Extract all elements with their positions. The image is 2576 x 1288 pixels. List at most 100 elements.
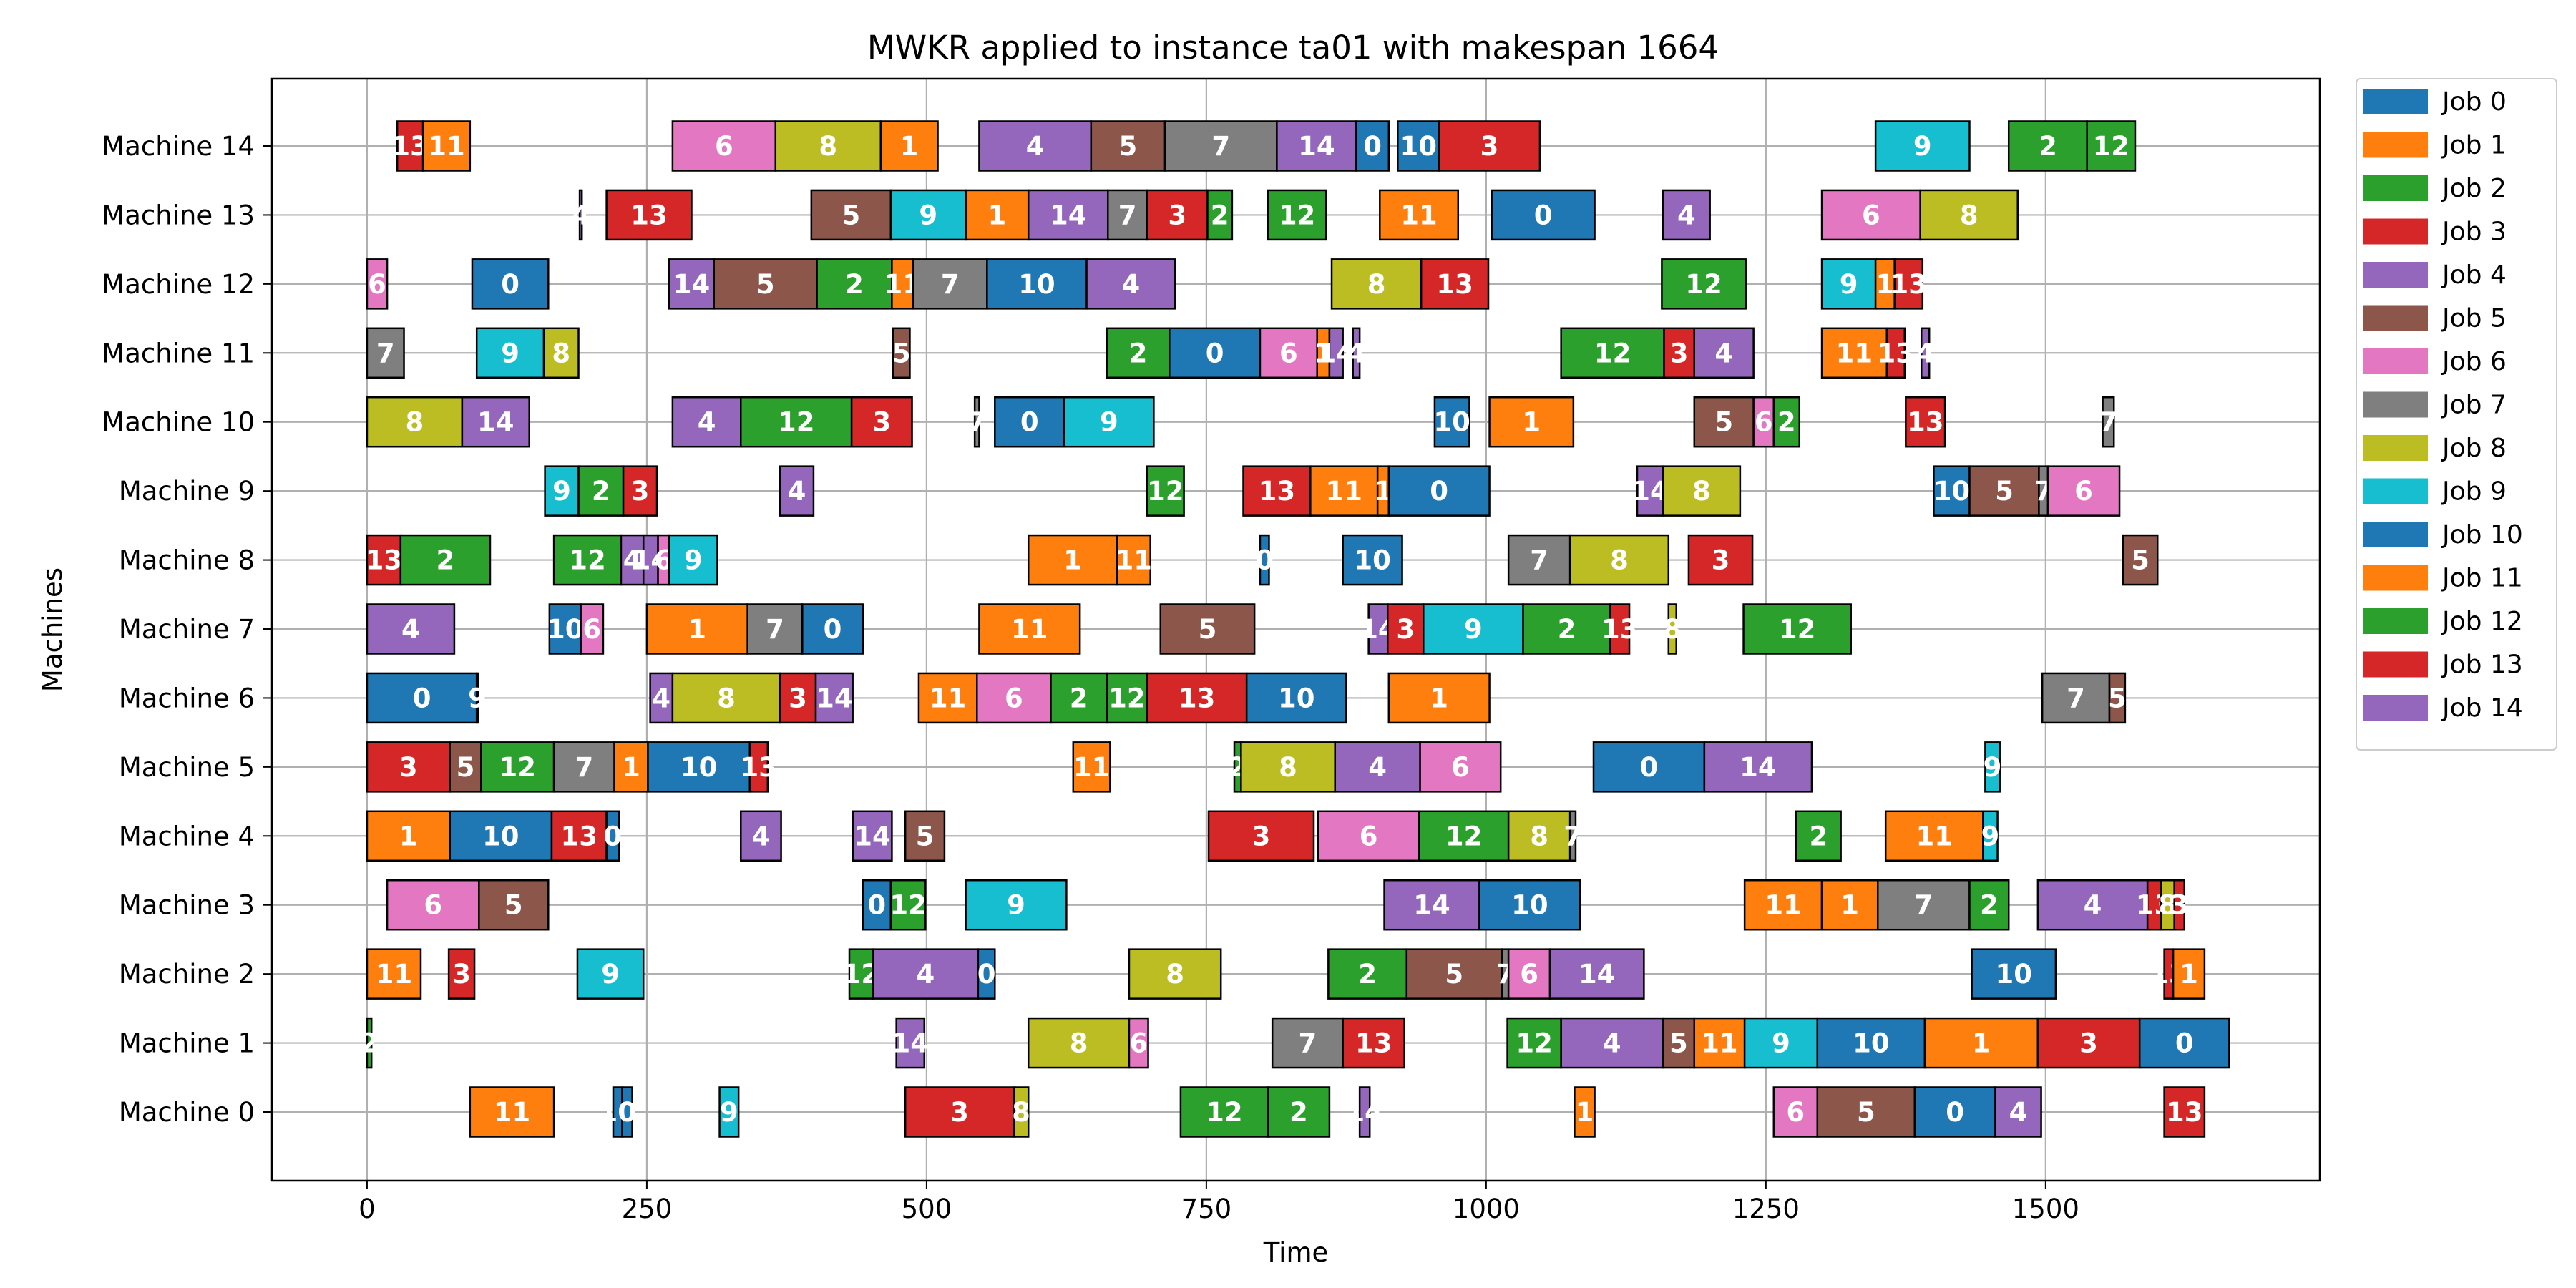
operation-label: 1 bbox=[988, 200, 1007, 230]
operation-bar bbox=[2046, 465, 2121, 517]
operation-label: 13 bbox=[1259, 476, 1296, 507]
operation-bar bbox=[1327, 948, 1408, 1000]
operation-bar bbox=[649, 672, 674, 724]
operation-bar bbox=[1419, 741, 1502, 793]
x-tick-label: 1250 bbox=[1732, 1194, 1800, 1224]
operation-label: 1 bbox=[1522, 407, 1541, 438]
operation-label: 11 bbox=[1400, 200, 1438, 230]
operation-bar bbox=[366, 810, 451, 862]
operation-label: 10 bbox=[1400, 131, 1438, 162]
operation-bar bbox=[620, 534, 645, 586]
operation-bar bbox=[1506, 1017, 1562, 1069]
y-tick-label: Machine 13 bbox=[102, 200, 255, 230]
operation-label: 0 bbox=[1363, 131, 1382, 162]
operation-label: 9 bbox=[501, 338, 519, 369]
chart-title: MWKR applied to instance ta01 with makes… bbox=[867, 29, 1719, 67]
operation-label: 5 bbox=[2108, 683, 2127, 713]
operation-label: 4 bbox=[1677, 200, 1696, 230]
operation-bar bbox=[850, 396, 913, 448]
operation-label: 13 bbox=[741, 752, 778, 783]
x-tick-label: 500 bbox=[902, 1194, 952, 1224]
operation-bar bbox=[814, 672, 854, 724]
legend-swatch bbox=[2363, 305, 2428, 331]
operation-bar bbox=[740, 810, 782, 862]
operation-label: 2 bbox=[436, 545, 455, 576]
operation-label: 5 bbox=[1199, 614, 1217, 645]
operation-label: 5 bbox=[1445, 959, 1463, 990]
operation-label: 5 bbox=[756, 269, 775, 300]
operation-label: 0 bbox=[1255, 545, 1274, 576]
operation-bar bbox=[1063, 396, 1155, 448]
operation-bar bbox=[904, 1086, 1015, 1138]
operation-label: 9 bbox=[601, 959, 620, 990]
operation-label: 12 bbox=[1779, 614, 1816, 645]
operation-label: 5 bbox=[504, 890, 523, 921]
operation-label: 4 bbox=[572, 200, 590, 230]
operation-label: 9 bbox=[1981, 821, 2000, 852]
operation-label: 11 bbox=[1916, 821, 1953, 852]
operation-bar bbox=[366, 948, 422, 1000]
operation-label: 11 bbox=[376, 959, 413, 990]
operation-bar bbox=[2086, 120, 2137, 172]
operation-bar bbox=[1128, 1017, 1149, 1069]
operation-label: 3 bbox=[872, 407, 891, 438]
operation-label: 3 bbox=[452, 959, 471, 990]
legend-label: Job 0 bbox=[2441, 87, 2507, 117]
operation-bar bbox=[1090, 120, 1166, 172]
operation-label: 5 bbox=[1119, 131, 1138, 162]
operation-bar bbox=[1259, 327, 1318, 379]
operation-bar bbox=[1968, 879, 2010, 931]
operation-label: 7 bbox=[766, 614, 784, 645]
operation-bar bbox=[978, 603, 1081, 655]
operation-label: 4 bbox=[623, 545, 642, 576]
operation-label: 10 bbox=[1278, 683, 1315, 713]
operation-label: 10 bbox=[1018, 269, 1055, 300]
operation-label: 0 bbox=[618, 1097, 637, 1128]
operation-label: 14 bbox=[1050, 200, 1087, 230]
operation-bar bbox=[366, 327, 405, 379]
operation-label: 2 bbox=[1777, 407, 1796, 438]
y-tick-label: Machine 2 bbox=[119, 959, 255, 990]
legend-label: Job 8 bbox=[2441, 434, 2507, 463]
operation-label: 13 bbox=[366, 545, 403, 576]
operation-bar bbox=[577, 465, 625, 517]
operation-bar bbox=[1179, 1086, 1269, 1138]
operation-bar bbox=[746, 603, 804, 655]
operation-label: 9 bbox=[1913, 131, 1932, 162]
x-axis: 0 250 500 750 1000 1250 1500 bbox=[358, 1181, 2079, 1224]
operation-bar bbox=[1085, 258, 1176, 310]
operation-label: 13 bbox=[1907, 407, 1944, 438]
operation-bar bbox=[740, 396, 853, 448]
operation-label: 14 bbox=[477, 407, 514, 438]
operation-label: 10 bbox=[1354, 545, 1391, 576]
operation-bar bbox=[1743, 1017, 1819, 1069]
operation-bar bbox=[779, 465, 815, 517]
operation-label: 12 bbox=[778, 407, 815, 438]
operation-bar bbox=[1116, 534, 1151, 586]
operation-label: 13 bbox=[561, 821, 598, 852]
operation-bar bbox=[386, 879, 480, 931]
operation-bar bbox=[1072, 741, 1111, 793]
operation-bar bbox=[645, 603, 748, 655]
operation-label: 12 bbox=[1147, 476, 1184, 507]
operation-label: 2 bbox=[1289, 1097, 1308, 1128]
x-tick-label: 0 bbox=[358, 1194, 376, 1224]
operation-bar bbox=[447, 948, 476, 1000]
operation-bar bbox=[1994, 1086, 2042, 1138]
operation-bar bbox=[1560, 327, 1665, 379]
operation-bar bbox=[1169, 327, 1262, 379]
operation-bar bbox=[668, 534, 718, 586]
operation-label: 11 bbox=[1115, 545, 1152, 576]
operation-bar bbox=[1387, 672, 1491, 724]
operation-label: 0 bbox=[1020, 407, 1039, 438]
operation-bar bbox=[852, 810, 893, 862]
operation-label: 5 bbox=[916, 821, 935, 852]
operation-label: 0 bbox=[501, 269, 519, 300]
operation-bar bbox=[1752, 396, 1775, 448]
operation-bar bbox=[366, 672, 478, 724]
operation-bar bbox=[973, 396, 980, 448]
operation-bar bbox=[366, 534, 402, 586]
operation-bar bbox=[965, 879, 1068, 931]
operation-label: 2 bbox=[1358, 959, 1377, 990]
operation-label: 11 bbox=[1325, 476, 1362, 507]
